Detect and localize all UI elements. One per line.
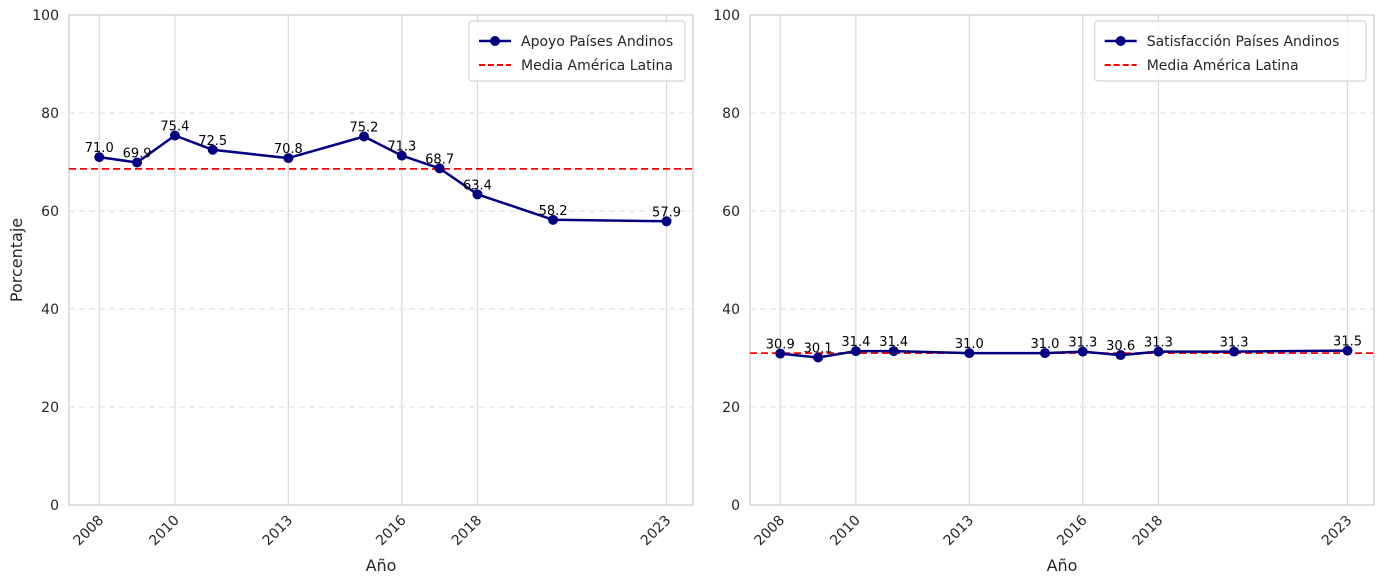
x-tick-label: 2016 — [1054, 512, 1091, 549]
legend-label: Media América Latina — [1147, 58, 1299, 74]
data-point — [283, 153, 294, 164]
legend-label: Satisfacción Países Andinos — [1147, 34, 1340, 50]
data-label: 63.4 — [463, 178, 492, 193]
data-label: 31.4 — [879, 335, 908, 350]
y-tick-label: 100 — [713, 8, 740, 24]
data-label: 31.3 — [1144, 336, 1173, 351]
y-tick-label: 0 — [50, 498, 59, 514]
data-point — [1153, 346, 1164, 357]
y-axis-label: Porcentaje — [7, 218, 26, 302]
x-axis-label: Año — [366, 556, 397, 575]
x-tick-label: 2023 — [1319, 513, 1356, 550]
data-point — [132, 157, 143, 168]
data-point — [661, 216, 672, 227]
data-point — [775, 348, 786, 359]
data-label: 71.3 — [387, 140, 416, 155]
data-point — [169, 130, 180, 141]
data-label: 31.0 — [955, 337, 984, 352]
data-point — [358, 131, 369, 142]
y-tick-label: 40 — [722, 302, 740, 318]
chart-panel-2: 0 20 40 60 80 100 2008 2010 2013 2016 2018 2023 Año 3… — [713, 8, 1375, 575]
y-tick-label: 40 — [41, 302, 59, 318]
data-label: 68.7 — [425, 152, 454, 167]
data-label: 75.2 — [350, 121, 379, 136]
x-tick-label: 2016 — [373, 512, 410, 549]
data-point — [888, 346, 899, 357]
legend-box — [468, 20, 686, 82]
data-label: 71.0 — [85, 141, 114, 156]
legend-marker — [490, 36, 500, 46]
data-label: 69.9 — [123, 146, 152, 161]
y-tick-label: 80 — [41, 106, 59, 122]
data-point — [1039, 348, 1050, 359]
y-tick-label: 100 — [32, 8, 59, 24]
data-label: 31.0 — [1031, 337, 1060, 352]
legend-box — [1094, 20, 1367, 82]
x-tick-label: 2013 — [260, 513, 297, 550]
data-point — [434, 163, 445, 174]
data-point — [850, 346, 861, 357]
x-tick-label: 2023 — [638, 513, 675, 550]
data-point — [94, 152, 105, 163]
data-point — [1077, 346, 1088, 357]
y-tick-label: 0 — [731, 498, 740, 514]
x-tick-label: 2010 — [827, 513, 864, 550]
data-point — [207, 144, 218, 155]
data-label: 70.8 — [274, 142, 303, 157]
x-tick-label: 2008 — [71, 513, 108, 550]
legend: Apoyo Países Andinos Media América Latina — [468, 20, 686, 82]
data-point — [548, 214, 559, 225]
data-label: 58.2 — [539, 204, 568, 219]
y-tick-label: 20 — [722, 400, 740, 416]
x-tick-label: 2018 — [1130, 513, 1167, 550]
legend: Satisfacción Países Andinos Media América… — [1094, 20, 1367, 82]
y-tick-label: 60 — [722, 204, 740, 220]
legend-label: Apoyo Países Andinos — [521, 34, 673, 50]
y-tick-label: 80 — [722, 106, 740, 122]
data-label: 30.9 — [766, 338, 795, 353]
data-point — [472, 189, 483, 200]
data-label: 57.9 — [652, 205, 681, 220]
x-tick-label: 2018 — [449, 513, 486, 550]
data-label: 31.3 — [1220, 336, 1249, 351]
x-tick-label: 2008 — [752, 513, 789, 550]
data-label: 31.3 — [1068, 336, 1097, 351]
x-tick-label: 2013 — [941, 513, 978, 550]
legend-label: Media América Latina — [521, 58, 673, 74]
series-line — [99, 134, 667, 223]
data-point — [1229, 346, 1240, 357]
data-label: 30.1 — [804, 342, 833, 357]
data-point — [396, 150, 407, 161]
data-point — [1342, 345, 1353, 356]
data-label: 72.5 — [198, 134, 227, 149]
y-tick-label: 20 — [41, 400, 59, 416]
data-label: 30.6 — [1106, 339, 1135, 354]
legend-marker — [1115, 36, 1126, 46]
chart-panel-1: 0 20 40 60 80 100 2008 2010 2013 2016 2018 2023 Año P… — [7, 8, 694, 575]
data-point — [1115, 350, 1126, 361]
data-point — [813, 352, 824, 363]
x-tick-label: 2010 — [146, 513, 183, 550]
data-label: 31.5 — [1333, 335, 1362, 350]
data-label: 75.4 — [160, 120, 189, 135]
data-point — [964, 348, 975, 359]
y-tick-label: 60 — [41, 204, 59, 220]
series-line — [780, 349, 1348, 359]
data-label: 31.4 — [841, 335, 870, 350]
plot-frame — [68, 14, 694, 506]
x-axis-label: Año — [1047, 556, 1078, 575]
plot-frame — [749, 14, 1375, 506]
